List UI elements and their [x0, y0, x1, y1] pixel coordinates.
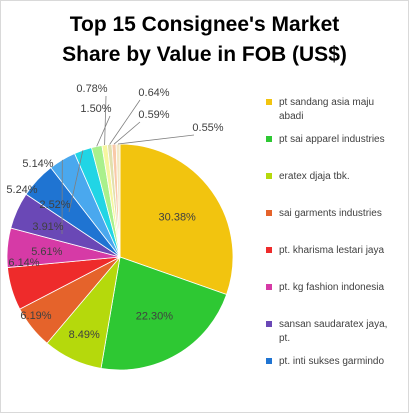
pie-slices	[6, 143, 234, 371]
legend-swatch-1	[266, 99, 272, 105]
leader-line-11	[96, 115, 111, 147]
legend-label-5: pt. kharisma lestari jaya	[279, 245, 384, 256]
data-label-3: 8.49%	[69, 329, 100, 341]
chart-title-line-2: Share by Value in FOB (US$)	[62, 43, 347, 66]
pie-slice-2	[100, 256, 228, 371]
leader-line-10	[68, 150, 84, 213]
legend-swatch-3	[266, 173, 272, 179]
data-label-12: 0.78%	[76, 83, 107, 95]
legend-swatch-2	[266, 136, 272, 142]
legend-label-7: sansan saudaratex jaya, pt.	[279, 319, 387, 344]
legend-swatch-8	[266, 358, 272, 364]
legend-label-8: pt. inti sukses garmindo	[279, 356, 384, 367]
legend-label-3: eratex djaja tbk.	[279, 171, 350, 182]
leader-line-12	[104, 95, 107, 146]
data-label-11: 1.50%	[80, 103, 111, 115]
legend-swatch-5	[266, 247, 272, 253]
data-label-5: 6.14%	[8, 257, 39, 269]
data-label-14: 0.59%	[138, 109, 169, 121]
data-label-8: 5.14%	[22, 158, 53, 170]
legend-swatch-7	[266, 321, 272, 327]
legend-swatch-4	[266, 210, 272, 216]
data-label-7: 5.24%	[6, 184, 37, 196]
data-label-13: 0.64%	[138, 87, 169, 99]
legend-label-2: pt sai apparel industries	[279, 134, 385, 145]
pie-slice-1	[119, 143, 234, 296]
leader-line-14	[113, 121, 141, 145]
chart-title: Top 15 Consignee's Market Share by Value…	[0, 10, 409, 70]
legend-label-1: pt sandang asia maju abadi	[279, 97, 374, 122]
legend-label-6: pt. kg fashion indonesia	[279, 282, 385, 293]
legend-swatch-6	[266, 284, 272, 290]
data-label-6: 5.61%	[31, 246, 62, 258]
data-label-2: 22.30%	[136, 310, 174, 322]
leader-lines	[61, 95, 195, 235]
legend: pt sandang asia maju abadi pt sai apparel …	[266, 97, 387, 367]
data-label-15: 0.55%	[192, 122, 223, 134]
leader-line-15	[117, 134, 195, 145]
leader-line-13	[109, 99, 141, 145]
data-label-4: 6.19%	[20, 310, 51, 322]
data-label-1: 30.38%	[159, 212, 197, 224]
legend-label-4: sai garments industries	[279, 208, 382, 219]
data-label-10: 2.52%	[39, 199, 70, 211]
data-labels: 30.38% 22.30% 8.49% 6.19% 6.14%5.61% 5.24% 5.1…	[6, 83, 223, 341]
chart-title-line-1: Top 15 Consignee's Market	[69, 13, 340, 36]
data-label-9: 3.91%	[32, 221, 63, 233]
